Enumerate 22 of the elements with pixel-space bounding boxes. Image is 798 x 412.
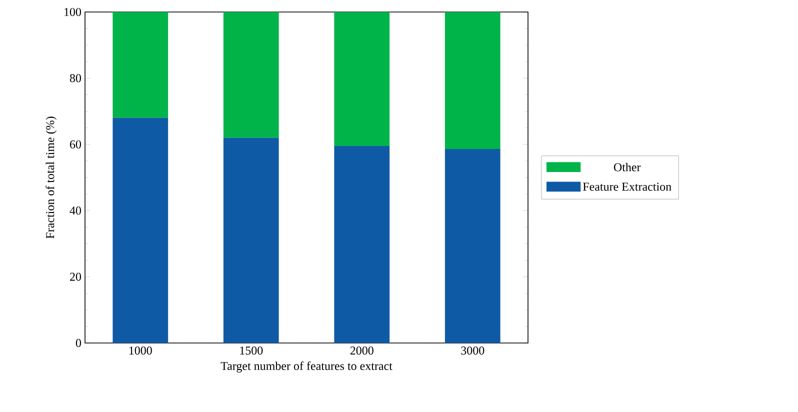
y-tick-label: 40 [70,206,82,215]
y-tick-label: 20 [70,272,82,281]
bar [334,12,390,146]
y-tick-label: 60 [70,140,82,148]
bar [444,149,500,343]
y-tick-label: 0 [76,338,82,348]
x-tick-label: 1000 [129,346,152,355]
bar [334,146,390,343]
y-axis-title: Fraction of total time (%) [46,116,57,238]
bar [223,138,279,343]
x-axis-title: Target number of features to extract [220,361,392,373]
bar [444,12,500,150]
x-tick-label: 2000 [350,346,374,355]
y-tick-label: 100 [64,8,82,16]
bar [112,12,168,118]
x-tick-label: 3000 [461,346,484,355]
text: Other [614,162,641,172]
bar [112,118,168,343]
y-tick-label: 80 [70,74,82,82]
legend-label: Feature Extraction [582,182,672,191]
bar [223,12,279,138]
x-tick-label: 1500 [240,346,263,355]
